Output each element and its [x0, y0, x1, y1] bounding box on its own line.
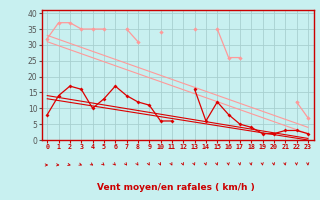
Text: Vent moyen/en rafales ( km/h ): Vent moyen/en rafales ( km/h ) — [97, 183, 255, 192]
